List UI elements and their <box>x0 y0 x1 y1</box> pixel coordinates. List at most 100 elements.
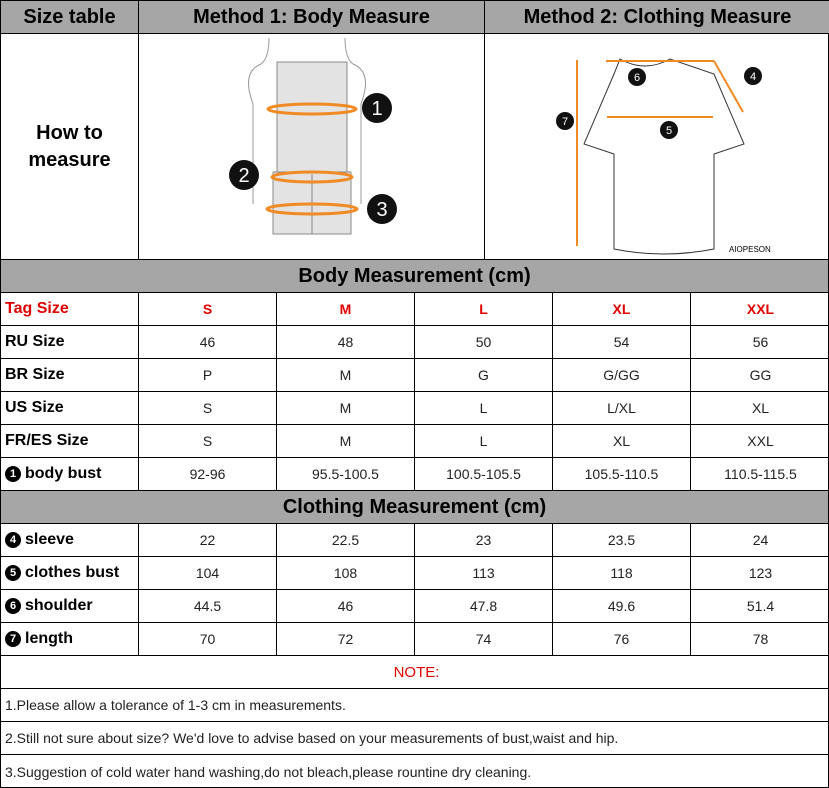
table-cell: 105.5-110.5 <box>553 458 691 490</box>
table-cell: XL <box>553 425 691 457</box>
row-label-text: FR/ES Size <box>5 432 89 449</box>
marker-2: 2 <box>238 165 249 187</box>
row-label: 4 sleeve <box>1 524 139 556</box>
note-item: 1.Please allow a tolerance of 1-3 cm in … <box>1 689 828 722</box>
body-measure-cell: Method 1: Body Measure 1 2 3 <box>139 1 485 260</box>
table-row: 5 clothes bust 104 108 113 118 123 <box>1 557 828 590</box>
table-cell: 95.5-100.5 <box>277 458 415 490</box>
row-label-text: Tag Size <box>5 300 69 317</box>
table-cell: P <box>139 359 277 391</box>
marker-6: 6 <box>634 72 640 84</box>
row-label: 1 body bust <box>1 458 139 490</box>
row-label: Tag Size <box>1 293 139 325</box>
row-label-text: sleeve <box>25 531 74 548</box>
note-item: 2.Still not sure about size? We'd love t… <box>1 722 828 755</box>
table-cell: 23.5 <box>553 524 691 556</box>
table-cell: 72 <box>277 623 415 655</box>
table-cell: L/XL <box>553 392 691 424</box>
table-cell: 76 <box>553 623 691 655</box>
table-cell: 44.5 <box>139 590 277 622</box>
brand-label: AIOPESON <box>729 245 771 254</box>
table-row: 4 sleeve 22 22.5 23 23.5 24 <box>1 524 828 557</box>
number-badge-icon: 5 <box>5 565 21 581</box>
how-to-measure: How to measure <box>28 121 111 171</box>
number-badge-icon: 1 <box>5 466 21 482</box>
row-label: 5 clothes bust <box>1 557 139 589</box>
size-table-header: Size table <box>1 1 138 34</box>
row-label: RU Size <box>1 326 139 358</box>
table-cell: XXL <box>747 433 774 449</box>
table-cell: S <box>139 392 277 424</box>
table-cell: 56 <box>752 334 769 350</box>
table-cell: 108 <box>277 557 415 589</box>
table-cell: 104 <box>139 557 277 589</box>
number-badge-icon: 4 <box>5 532 21 548</box>
row-label: US Size <box>1 392 139 424</box>
table-cell: 74 <box>415 623 553 655</box>
table-cell: 48 <box>277 326 415 358</box>
clothing-measure-cell: Method 2: Clothing Measure 6 4 5 7 AIOPE… <box>485 1 829 260</box>
table-cell: GG <box>749 367 772 383</box>
marker-7: 7 <box>562 116 568 128</box>
table-row: RU Size 46 48 50 54 56 <box>1 326 828 359</box>
row-label-text: RU Size <box>5 333 65 350</box>
table-cell: S <box>139 293 277 325</box>
clothing-measure-illustration: 6 4 5 7 AIOPESON <box>556 58 771 255</box>
table-cell: 22 <box>139 524 277 556</box>
table-cell: XL <box>553 293 691 325</box>
row-label-text: BR Size <box>5 366 65 383</box>
table-row: Tag Size S M L XL XXL <box>1 293 828 326</box>
table-cell: 24 <box>752 532 769 548</box>
table-cell: 100.5-105.5 <box>415 458 553 490</box>
note-item: 3.Suggestion of cold water hand washing,… <box>5 763 532 780</box>
number-badge-icon: 7 <box>5 631 21 647</box>
table-cell: 70 <box>139 623 277 655</box>
table-cell: 46 <box>139 326 277 358</box>
table-cell: S <box>139 425 277 457</box>
marker-5: 5 <box>666 125 672 137</box>
table-cell: L <box>415 293 553 325</box>
table-cell: 22.5 <box>277 524 415 556</box>
table-row: 1 body bust 92-96 95.5-100.5 100.5-105.5 105.… <box>1 458 828 491</box>
row-label-text: US Size <box>5 399 64 416</box>
body-measure-illustration: 1 2 3 <box>229 37 397 235</box>
method1-header: Method 1: Body Measure <box>139 1 484 34</box>
table-cell: M <box>277 425 415 457</box>
table-cell: 23 <box>415 524 553 556</box>
table-cell: L <box>415 425 553 457</box>
table-cell: 46 <box>277 590 415 622</box>
row-label: FR/ES Size <box>1 425 139 457</box>
table-cell: 50 <box>415 326 553 358</box>
row-label: BR Size <box>1 359 139 391</box>
table-cell: 113 <box>415 557 553 589</box>
table-cell: 123 <box>748 565 773 581</box>
table-cell: L <box>415 392 553 424</box>
method2-header: Method 2: Clothing Measure <box>485 1 829 34</box>
marker-4: 4 <box>750 71 756 83</box>
row-label: 6 shoulder <box>1 590 139 622</box>
row-label-text: shoulder <box>25 597 93 614</box>
number-badge-icon: 6 <box>5 598 21 614</box>
note-title: NOTE: <box>1 656 828 689</box>
table-cell: 54 <box>553 326 691 358</box>
body-measurement-header: Body Measurement (cm) <box>1 260 828 293</box>
marker-3: 3 <box>376 199 387 221</box>
table-cell: 49.6 <box>553 590 691 622</box>
row-label-text: clothes bust <box>25 564 120 581</box>
table-cell: 92-96 <box>139 458 277 490</box>
size-table-cell: Size table How to measure <box>1 1 139 260</box>
table-cell: M <box>277 392 415 424</box>
table-row: 7 length 70 72 74 76 78 <box>1 623 828 656</box>
row-label-text: body bust <box>25 465 102 482</box>
table-cell: 78 <box>752 631 769 647</box>
table-cell: 51.4 <box>746 598 775 614</box>
table-cell: M <box>277 359 415 391</box>
table-cell: G <box>415 359 553 391</box>
table-cell: XXL <box>746 301 775 317</box>
table-cell: 47.8 <box>415 590 553 622</box>
row-label-text: length <box>25 630 73 647</box>
row-label: 7 length <box>1 623 139 655</box>
table-cell: M <box>277 293 415 325</box>
table-cell: G/GG <box>553 359 691 391</box>
